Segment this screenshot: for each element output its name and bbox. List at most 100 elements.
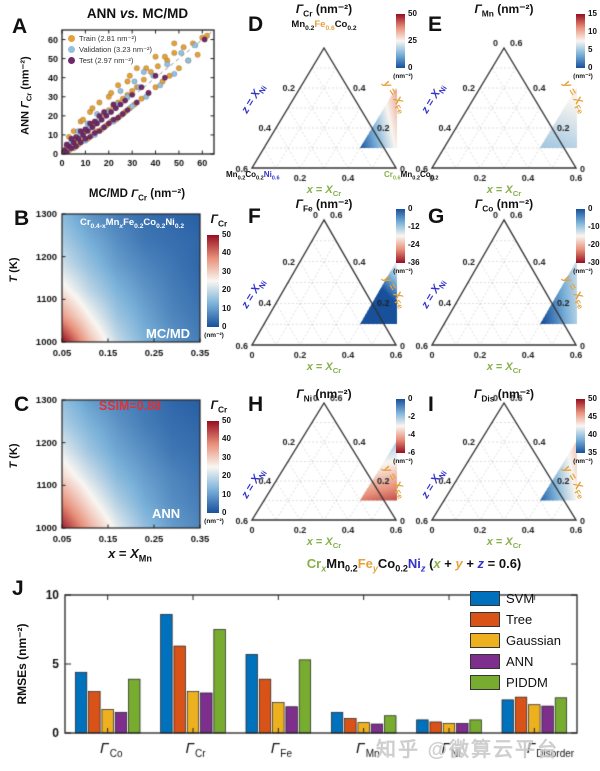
legend-label: Test (2.97 nm⁻²) bbox=[79, 56, 134, 65]
panel-b-colorbar-tick: 30 bbox=[222, 266, 231, 276]
legend-swatch-icon bbox=[470, 654, 500, 669]
panel-c-method-label: ANN bbox=[152, 506, 181, 521]
panel-b-colorbar-tick: 50 bbox=[222, 230, 231, 239]
panel-c-colorbar-tick: 50 bbox=[222, 416, 231, 425]
panel-i-bottom-axis-label: x = XCr bbox=[486, 536, 522, 551]
panel-a-letter: A bbox=[12, 15, 28, 38]
panel-b-colorbar-tick: 10 bbox=[222, 303, 231, 313]
panel-a-legend-item: Test (2.97 nm⁻²) bbox=[68, 56, 152, 65]
panel-e-title: ΓMn (nm⁻²) bbox=[474, 2, 534, 19]
panel-g-colorbar-bar bbox=[576, 209, 585, 263]
panel-j-legend: SVM Tree Gaussian ANN PIDDM bbox=[470, 591, 561, 696]
panel-f-bottom-axis-label: x = XCr bbox=[306, 361, 342, 376]
legend-swatch-icon bbox=[470, 633, 500, 648]
panel-e-bottom-axis-label: x = XCr bbox=[486, 184, 522, 199]
panel-i-colorbar-tick: 50 bbox=[588, 394, 597, 403]
panel-g-colorbar-unit: (nm⁻²) bbox=[573, 268, 593, 275]
panel-e-colorbar-unit: (nm⁻²) bbox=[573, 73, 593, 80]
panel-j-legend-item: ANN bbox=[470, 654, 561, 669]
legend-dot-icon bbox=[68, 35, 75, 42]
ternary-caption: CrxMn0.2FeyCo0.2Niz (x + y + z = 0.6) bbox=[306, 556, 522, 574]
panel-c-colorbar-unit: (nm⁻²) bbox=[204, 518, 224, 525]
panel-c-colorbar-tick: 40 bbox=[222, 434, 231, 444]
legend-label: Validation (3.23 nm⁻²) bbox=[79, 45, 153, 54]
watermark: 知乎 @微算云平台 bbox=[376, 739, 560, 761]
panel-d-corner-left-label: Mn0.2Co0.2Ni0.6 bbox=[226, 170, 280, 182]
panel-e-colorbar-tick: 0 bbox=[588, 63, 593, 72]
panel-a-legend-item: Train (2.81 nm⁻²) bbox=[68, 34, 152, 43]
panel-c-heatmap-canvas bbox=[26, 388, 211, 560]
panel-i-colorbar-unit: (nm⁻²) bbox=[573, 458, 593, 465]
panel-d-letter: D bbox=[248, 13, 264, 36]
panel-a-title: ANN vs. MC/MD bbox=[86, 6, 189, 21]
panel-d-ternary-canvas bbox=[230, 34, 418, 192]
legend-dot-icon bbox=[68, 46, 75, 53]
panel-b-colorbar-tick: 20 bbox=[222, 285, 231, 295]
panel-c-colorbar-bar bbox=[207, 421, 219, 513]
panel-c-colorbar-title: ΓCr bbox=[210, 398, 228, 415]
panel-e-colorbar-tick: 15 bbox=[588, 9, 597, 18]
panel-j-legend-item: Tree bbox=[470, 612, 561, 627]
legend-label: Gaussian bbox=[506, 633, 561, 648]
panel-c-letter: C bbox=[14, 393, 30, 416]
panel-e-colorbar-bar bbox=[576, 14, 585, 68]
panel-h-colorbar-bar bbox=[396, 399, 405, 453]
panel-c-ssim-label: SSIM=0.88 bbox=[98, 399, 162, 413]
panel-e-colorbar-tick: 5 bbox=[588, 45, 593, 54]
panel-d-bottom-axis-label: x = XCr bbox=[306, 184, 342, 199]
panel-f-colorbar-bar bbox=[396, 209, 405, 263]
panel-b-letter: B bbox=[14, 207, 30, 230]
panel-i-ternary-canvas bbox=[410, 389, 598, 544]
panel-g-colorbar-tick: -10 bbox=[588, 222, 600, 231]
panel-a-legend-item: Validation (3.23 nm⁻²) bbox=[68, 45, 152, 54]
panel-h-colorbar-unit: (nm⁻²) bbox=[393, 458, 413, 465]
legend-label: Train (2.81 nm⁻²) bbox=[79, 34, 137, 43]
panel-b-colorbar-title: ΓCr bbox=[210, 212, 228, 229]
panel-h-bottom-axis-label: x = XCr bbox=[306, 536, 342, 551]
panel-i-colorbar-tick: 45 bbox=[588, 412, 597, 421]
panel-i-colorbar-tick: 35 bbox=[588, 448, 597, 457]
legend-dot-icon bbox=[68, 57, 75, 64]
panel-h-ternary-canvas bbox=[230, 389, 418, 544]
panel-g-colorbar-tick: 0 bbox=[588, 204, 593, 213]
panel-a-ylabel: ANN ΓCr (nm⁻²) bbox=[19, 56, 34, 135]
panel-c-colorbar-tick: 0 bbox=[222, 508, 227, 517]
panel-i-colorbar-bar bbox=[576, 399, 585, 453]
legend-label: Tree bbox=[506, 612, 533, 627]
panel-g-bottom-axis-label: x = XCr bbox=[486, 361, 522, 376]
panel-d-colorbar-unit: (nm⁻²) bbox=[393, 73, 413, 80]
legend-label: SVM bbox=[506, 591, 535, 606]
panel-b-colorbar-tick: 0 bbox=[222, 322, 227, 331]
panel-b-colorbar-unit: (nm⁻²) bbox=[204, 332, 224, 339]
panel-d-colorbar-bar bbox=[396, 14, 405, 68]
panel-e-letter: E bbox=[428, 13, 443, 36]
panel-b-method-label: MC/MD bbox=[146, 326, 191, 341]
panel-b-composition-label: Cr0.4-xMnxFe0.2Co0.2Ni0.2 bbox=[79, 217, 185, 230]
legend-swatch-icon bbox=[470, 675, 500, 690]
panel-j-letter: J bbox=[12, 577, 24, 600]
panel-g-ternary-canvas bbox=[410, 206, 598, 369]
panel-g-colorbar-tick: -20 bbox=[588, 240, 600, 249]
panel-d-apex-label: Mn0.2Fe0.6Co0.2 bbox=[291, 19, 357, 32]
panel-d-title: ΓCr (nm⁻²) bbox=[295, 2, 353, 19]
panel-j-legend-item: PIDDM bbox=[470, 675, 561, 690]
panel-j-legend-item: Gaussian bbox=[470, 633, 561, 648]
panel-c-colorbar-tick: 30 bbox=[222, 452, 231, 462]
legend-swatch-icon bbox=[470, 591, 500, 606]
panel-a-legend: Train (2.81 nm⁻²) Validation (3.23 nm⁻²) T… bbox=[68, 34, 152, 67]
panel-f-colorbar-unit: (nm⁻²) bbox=[393, 268, 413, 275]
panel-i-colorbar-tick: 40 bbox=[588, 430, 597, 439]
panel-f-ternary-canvas bbox=[230, 206, 418, 369]
panel-e-colorbar-tick: 10 bbox=[588, 27, 597, 36]
legend-swatch-icon bbox=[470, 612, 500, 627]
panel-a-xlabel: MC/MD ΓCr (nm⁻²) bbox=[88, 188, 186, 203]
panel-c-ylabel: T (K) bbox=[8, 443, 20, 469]
panel-b-colorbar-bar bbox=[207, 235, 219, 327]
panel-b-ylabel: T (K) bbox=[8, 257, 20, 283]
legend-label: PIDDM bbox=[506, 675, 548, 690]
panel-j-ylabel: RMSEs (nm⁻²) bbox=[15, 623, 29, 705]
panel-d-colorbar-tick: 50 bbox=[408, 9, 417, 18]
legend-label: ANN bbox=[506, 654, 534, 669]
panel-c-xlabel: x = XMn bbox=[108, 546, 152, 564]
